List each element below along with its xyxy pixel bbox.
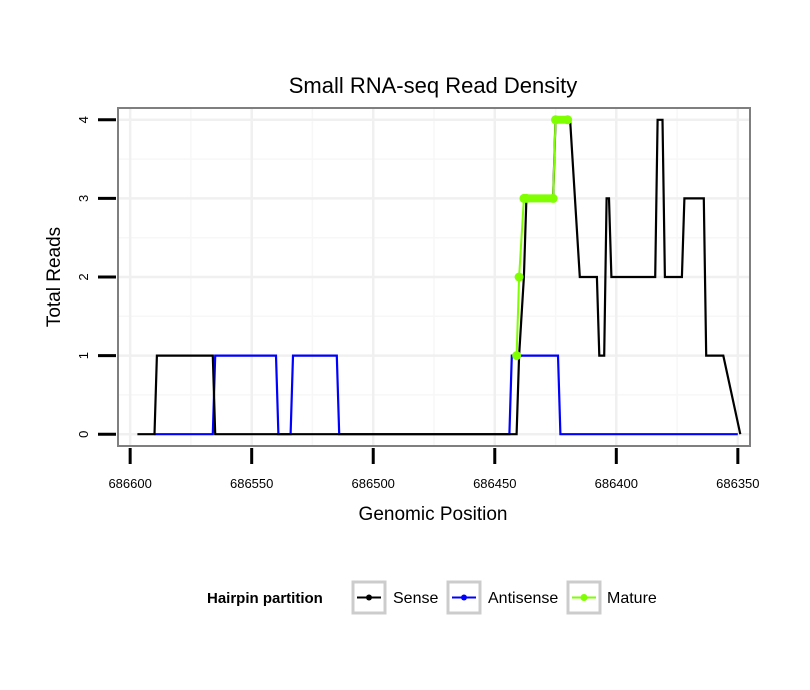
legend-dot-antisense: [461, 594, 467, 601]
legend-label-antisense: Antisense: [488, 590, 558, 607]
legend-entry-antisense: Antisense: [446, 580, 558, 615]
mature-point: [512, 351, 522, 361]
series-layer: [137, 115, 742, 436]
legend-dot-sense: [366, 594, 372, 601]
y-tick-label: 3: [76, 195, 91, 202]
series-line-mature: [515, 118, 568, 356]
chart-title: Small RNA-seq Read Density: [289, 73, 578, 98]
plot-panel: [117, 107, 751, 447]
x-axis-title: Genomic Position: [359, 504, 508, 525]
x-tick-label: 686600: [108, 476, 151, 491]
legend-entry-mature: Mature: [566, 580, 657, 615]
legend-entry-sense: Sense: [351, 580, 438, 615]
y-tick-label: 0: [76, 431, 91, 438]
x-tick-label: 686550: [230, 476, 273, 491]
y-axis: 0 1 2 3 4: [76, 116, 116, 438]
legend-title: Hairpin partition: [207, 590, 323, 607]
series-line-antisense: [154, 354, 738, 436]
y-tick-label: 1: [76, 352, 91, 359]
legend-dot-mature: [580, 594, 588, 601]
y-tick-label: 4: [76, 116, 91, 123]
series-line-sense: [137, 118, 742, 436]
y-tick-label: 2: [76, 273, 91, 280]
x-tick-label: 686350: [716, 476, 759, 491]
legend-label-mature: Mature: [607, 590, 657, 607]
x-tick-label: 686500: [352, 476, 395, 491]
x-tick-label: 686400: [595, 476, 638, 491]
legend: Hairpin partition Sense Antisense Mature: [207, 580, 657, 615]
x-tick-label: 686450: [473, 476, 516, 491]
y-axis-title: Total Reads: [44, 227, 65, 327]
grid-lines: [119, 109, 749, 445]
legend-label-sense: Sense: [393, 590, 438, 607]
x-axis: 686600 686550 686500 686450 686400 686350: [108, 448, 760, 491]
